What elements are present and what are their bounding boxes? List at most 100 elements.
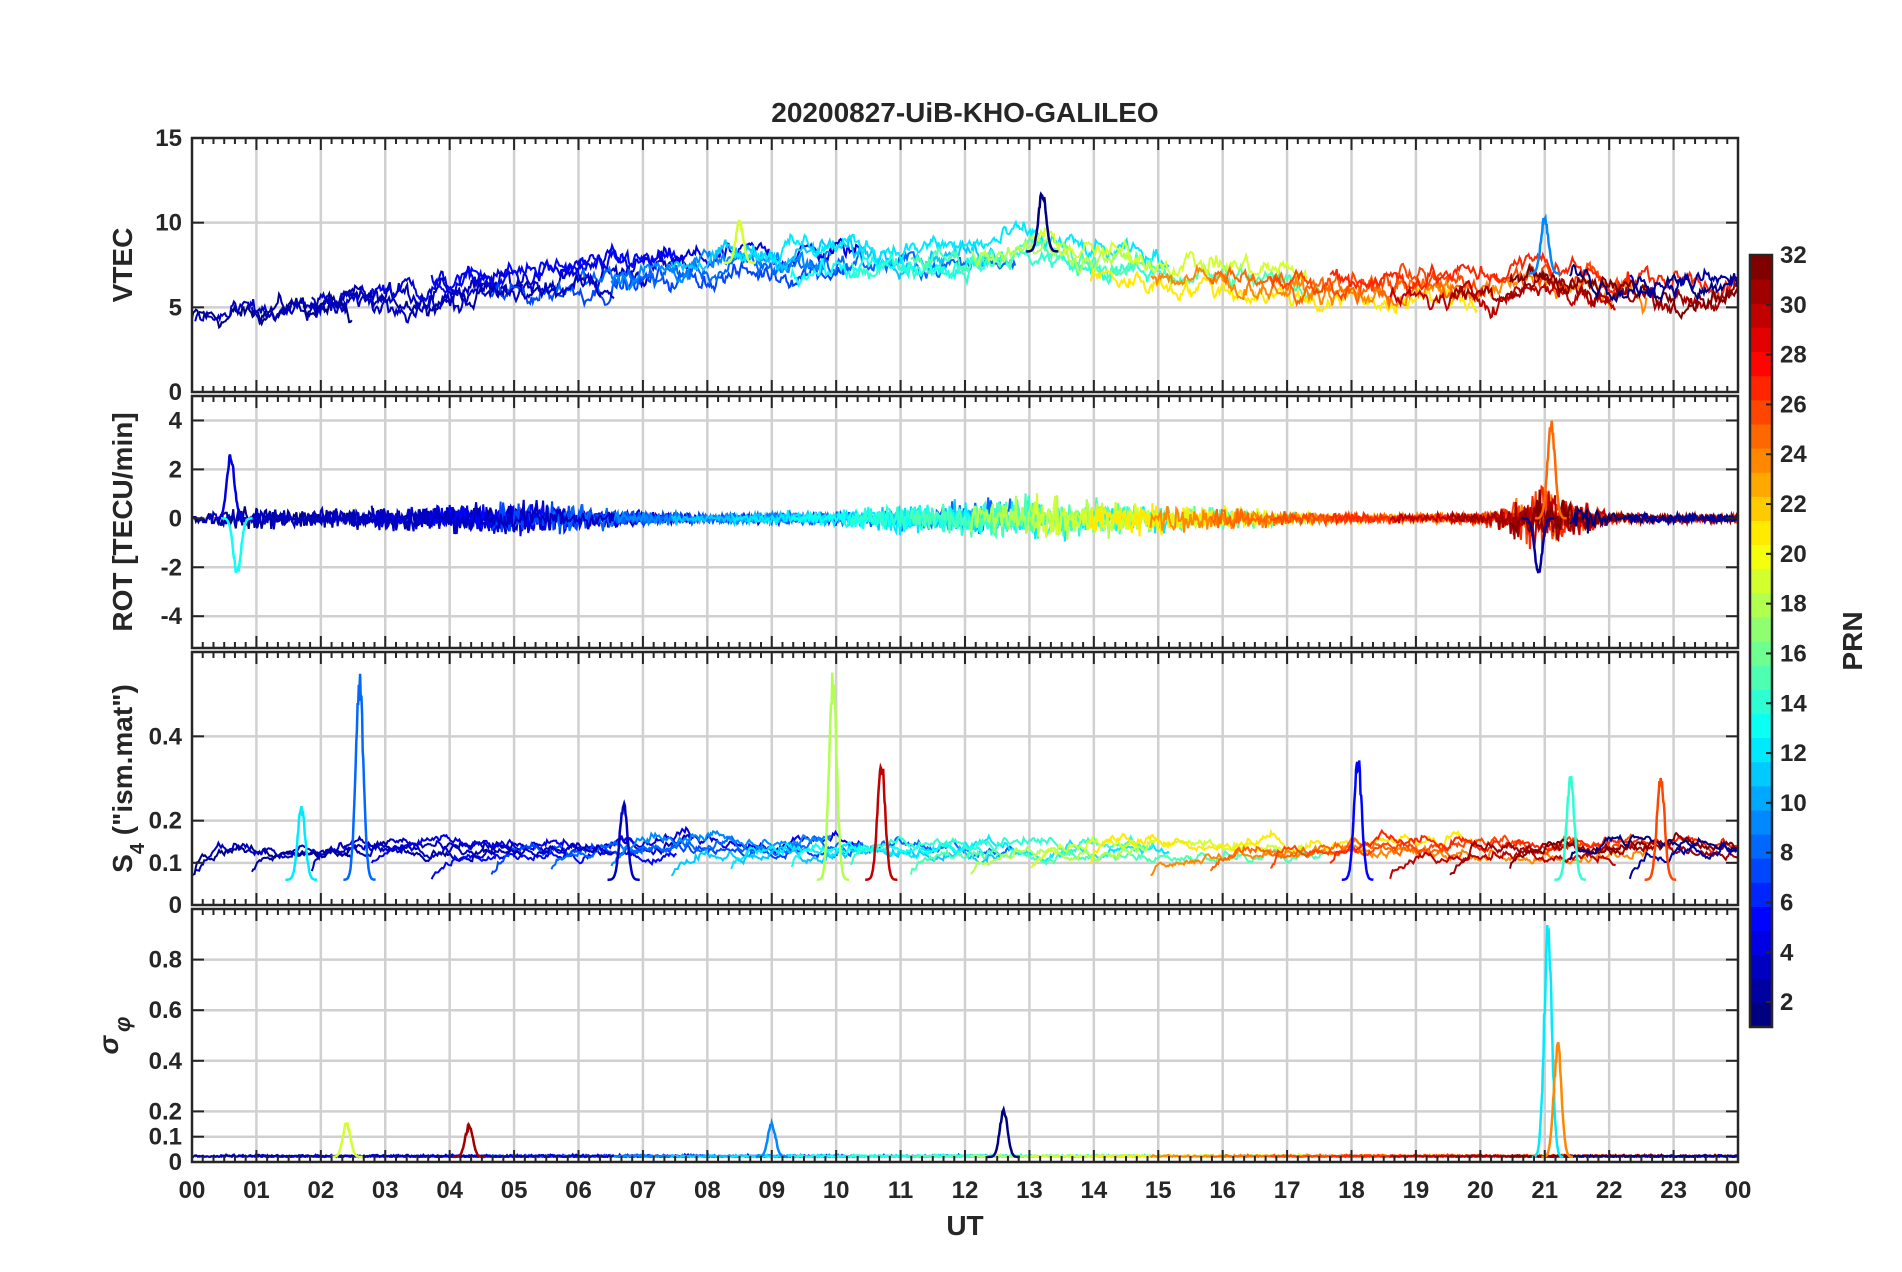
grid [192, 909, 1738, 1162]
y-tick-label: 0 [169, 1149, 182, 1176]
y-tick-label: 15 [155, 125, 182, 152]
tick-marks [191, 137, 1739, 393]
prn-series-line [1509, 831, 1738, 869]
colorbar-band [1750, 785, 1772, 811]
colorbar-band [1750, 858, 1772, 883]
colorbar-band [1750, 303, 1772, 328]
colorbar-tick-label: 28 [1780, 342, 1807, 369]
colorbar-tick-label: 10 [1780, 790, 1807, 817]
prn-series-line [1568, 833, 1738, 861]
prn-series-line [730, 219, 1170, 269]
peak-series-line [1554, 775, 1587, 881]
colorbar-band [1750, 423, 1772, 449]
peak-series-line [343, 673, 376, 881]
prn-series-line [490, 259, 847, 309]
colorbar-tick-label: 6 [1780, 889, 1793, 916]
peak-series-line [452, 1121, 486, 1159]
peak-series-line [865, 762, 898, 881]
x-axis-tick-labels: 00 01 02 03 04 05 06 07 08 09 10 11 12 13 14 15 16 17 18 19… [179, 1177, 1752, 1204]
peak-series-line [214, 454, 247, 520]
colorbar-band [1750, 1002, 1772, 1028]
x-tick-label: 16 [1209, 1177, 1236, 1204]
peak-series-line [816, 672, 849, 881]
colorbar-band [1750, 809, 1772, 835]
peak-series-line [330, 1122, 363, 1159]
colorbar-band [1750, 279, 1772, 304]
x-tick-label: 18 [1338, 1177, 1365, 1204]
x-tick-label: 19 [1403, 1177, 1430, 1204]
colorbar-band [1750, 496, 1772, 521]
colorbar-band [1750, 930, 1772, 956]
x-tick-label: 13 [1016, 1177, 1043, 1204]
rot-panel: -4 -2 0 2 4 ROT [TECU/min] [107, 394, 1740, 650]
y-tick-label: 2 [169, 456, 182, 483]
peak-series-line [1535, 420, 1567, 520]
colorbar-label: PRN [1837, 611, 1868, 670]
colorbar-tick-label: 22 [1780, 491, 1807, 518]
colorbar-band [1750, 568, 1772, 594]
prn-series-line [970, 237, 1140, 274]
y-tick-label: 0.8 [149, 947, 182, 974]
x-tick-label: 08 [694, 1177, 721, 1204]
prn-series-line [970, 845, 1140, 875]
colorbar-tick-label: 30 [1780, 292, 1807, 319]
prn-series-line [790, 504, 986, 536]
colorbar-band [1750, 351, 1772, 377]
colorbar-band [1750, 616, 1772, 642]
peak-series-line [1541, 1041, 1574, 1159]
colorbar-band [1750, 713, 1772, 739]
colorbar-tick-label: 24 [1780, 441, 1807, 468]
colorbar-tick-label: 8 [1780, 840, 1793, 867]
colorbar-tick-label: 20 [1780, 541, 1807, 568]
colorbar-band [1750, 544, 1772, 570]
peak-series-line [1531, 924, 1564, 1159]
y-tick-label: 0 [169, 379, 182, 406]
colorbar-band [1750, 761, 1772, 787]
x-tick-label: 10 [823, 1177, 850, 1204]
prn-series-line [1628, 840, 1738, 880]
prn-series-line [490, 841, 847, 875]
series-lines [192, 672, 1738, 881]
colorbar-band [1750, 689, 1772, 714]
colorbar-band [1750, 255, 1772, 280]
y-tick-label: 5 [169, 294, 182, 321]
colorbar-band [1750, 327, 1772, 353]
peak-series-line [1644, 777, 1677, 881]
x-tick-label: 23 [1660, 1177, 1687, 1204]
x-tick-label: 21 [1531, 1177, 1558, 1204]
x-tick-label: 05 [501, 1177, 528, 1204]
y-axis-label: σφ [93, 1016, 135, 1054]
x-tick-label: 00 [179, 1177, 206, 1204]
x-tick-label: 02 [307, 1177, 334, 1204]
x-tick-label: 22 [1596, 1177, 1623, 1204]
y-tick-label: -4 [161, 603, 183, 630]
figure-title: 20200827-UiB-KHO-GALILEO [771, 97, 1158, 128]
tick-marks [191, 909, 1739, 1163]
colorbar-band [1750, 641, 1772, 666]
colorbar-band [1750, 882, 1772, 907]
colorbar-band [1750, 592, 1772, 618]
prn-series-line [250, 279, 524, 326]
prn-series-line [610, 829, 832, 867]
prn-series-line [194, 271, 615, 324]
colorbar-band [1750, 399, 1772, 425]
prn-series-line [430, 241, 677, 294]
peak-series-line [987, 1105, 1020, 1159]
x-tick-label: 11 [888, 1177, 913, 1204]
y-tick-label: 0.4 [149, 723, 183, 750]
x-tick-label: 17 [1274, 1177, 1301, 1204]
x-tick-label: 00 [1725, 1177, 1752, 1204]
x-tick-label: 07 [630, 1177, 657, 1204]
peak-series-line [285, 805, 317, 881]
peak-series-line [1026, 191, 1059, 253]
colorbar-tick-label: 26 [1780, 391, 1807, 418]
colorbar-band [1750, 665, 1772, 690]
x-tick-label: 04 [436, 1177, 463, 1204]
prn-series-line [1569, 263, 1738, 304]
colorbar-tick-label: 2 [1780, 989, 1793, 1016]
y-tick-label: 0.2 [149, 1098, 182, 1125]
colorbar-band [1750, 834, 1772, 859]
series-lines [192, 420, 1738, 574]
y-tick-label: 0 [169, 892, 182, 919]
